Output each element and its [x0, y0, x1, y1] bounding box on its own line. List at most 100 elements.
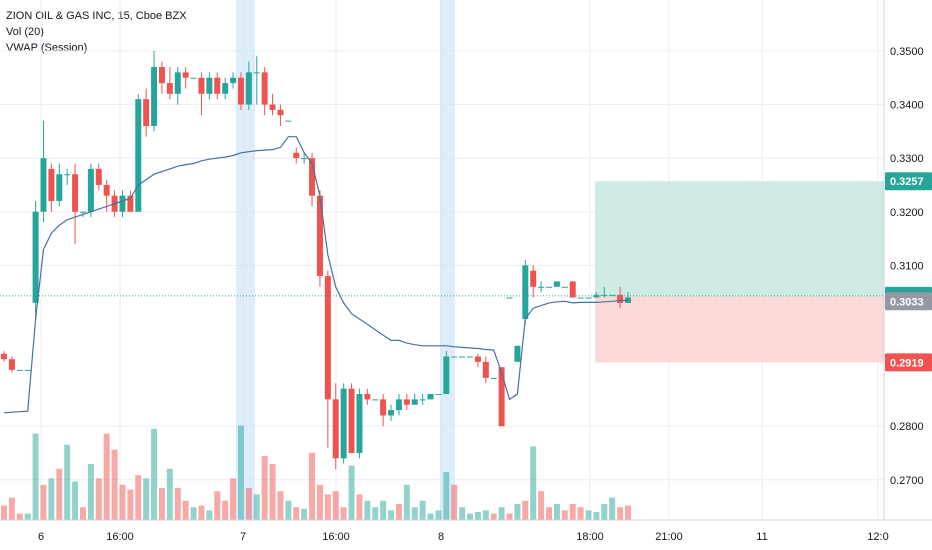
- price-tick-label: 0.2700: [890, 475, 924, 487]
- volume-bar: [103, 433, 110, 520]
- volume-bar: [127, 489, 134, 520]
- candle-body: [451, 356, 458, 358]
- volume-bar: [530, 446, 537, 520]
- volume-bar: [482, 510, 489, 520]
- candle-body: [538, 286, 545, 288]
- candle-body: [56, 174, 63, 202]
- volume-bar: [324, 494, 331, 520]
- volume-bar: [443, 472, 450, 520]
- volume-bar: [467, 513, 474, 520]
- candle-body: [222, 83, 229, 94]
- volume-bar: [506, 513, 513, 520]
- candle-body: [577, 297, 584, 299]
- volume-bar: [237, 425, 244, 520]
- volume-bar: [427, 513, 434, 520]
- candle-body: [332, 399, 339, 459]
- candle-body: [277, 109, 284, 116]
- price-label-profit: 0.3257: [890, 176, 924, 188]
- price-label-bg: [885, 172, 932, 191]
- price-tick-label: 0.3300: [890, 153, 924, 165]
- volume-bar: [111, 449, 118, 520]
- price-tick-label: 0.2800: [890, 421, 924, 433]
- candle-body: [569, 281, 576, 298]
- vwap-line: [3, 136, 629, 414]
- candle-body: [16, 369, 23, 371]
- volume-bar: [419, 500, 426, 520]
- candle-body: [601, 294, 608, 296]
- candle-body: [151, 67, 158, 126]
- candle-body: [24, 369, 31, 371]
- candle-body: [585, 297, 592, 299]
- candle-body: [435, 394, 442, 396]
- volume-bar: [261, 456, 268, 520]
- candle-body: [490, 377, 497, 379]
- volume-bar: [87, 464, 94, 520]
- volume-bar: [32, 433, 39, 520]
- candle-body: [553, 281, 560, 287]
- volume-bar: [64, 444, 71, 520]
- candle-body: [32, 211, 39, 303]
- volume-bar: [364, 500, 371, 520]
- price-label-neutral: 0.3033: [890, 296, 924, 308]
- volume-bar: [490, 513, 497, 520]
- volume-bar: [451, 484, 458, 520]
- loss-zone: [595, 295, 884, 363]
- volume-bar: [546, 507, 553, 520]
- candle-body: [143, 99, 150, 126]
- candle-body: [245, 72, 252, 105]
- volume-bar: [16, 513, 23, 520]
- candle-body: [158, 67, 165, 84]
- chart-title: ZION OIL & GAS INC, 15, Cboe BZX: [6, 10, 187, 22]
- candle-body: [593, 294, 600, 298]
- volume-bar: [403, 484, 410, 520]
- candle-body: [166, 83, 173, 94]
- volume-bar: [158, 488, 165, 520]
- volume-bar: [1, 505, 7, 520]
- volume-bar: [206, 510, 213, 520]
- volume-bar: [316, 484, 323, 520]
- volume-bar: [625, 505, 631, 520]
- candle-body: [127, 195, 134, 212]
- volume-bar: [538, 491, 545, 520]
- candle-body: [48, 168, 55, 202]
- volume-bar: [198, 505, 205, 520]
- candle-body: [40, 158, 47, 212]
- volume-bar: [72, 481, 79, 520]
- candle-body: [309, 158, 316, 196]
- profit-zone: [595, 181, 884, 296]
- volume-bar: [411, 507, 418, 520]
- volume-bar: [593, 512, 600, 520]
- volume-bar: [569, 504, 576, 520]
- volume-bar: [380, 500, 387, 520]
- candle-body: [301, 158, 308, 160]
- volume-bar: [151, 428, 158, 520]
- candle-body: [316, 195, 323, 277]
- volume-bar: [474, 512, 481, 520]
- candle-body: [174, 72, 181, 94]
- candle-body: [95, 168, 102, 185]
- candle-body: [617, 294, 624, 303]
- volume-bar: [498, 507, 505, 520]
- volume-bar: [553, 504, 560, 520]
- volume-bar: [24, 513, 31, 520]
- time-tick-label: 21:00: [655, 531, 683, 543]
- candle-body: [87, 168, 94, 212]
- candle-body: [348, 388, 355, 453]
- candle-body: [546, 286, 553, 288]
- price-tick-label: 0.3400: [890, 100, 924, 112]
- volume-bar: [222, 500, 229, 520]
- volume-bar: [285, 500, 292, 520]
- candle-body: [198, 77, 205, 94]
- candle-body: [372, 399, 379, 401]
- candle-body: [530, 270, 537, 287]
- candle-body: [498, 367, 505, 427]
- volume-bar: [356, 494, 363, 520]
- candle-body: [474, 356, 481, 362]
- candle-body: [1, 353, 7, 360]
- volume-indicator-label: Vol (20): [6, 26, 44, 38]
- candle-body: [388, 410, 395, 416]
- candle-body: [356, 394, 363, 453]
- volume-bar: [253, 494, 260, 520]
- candle-body: [269, 104, 276, 110]
